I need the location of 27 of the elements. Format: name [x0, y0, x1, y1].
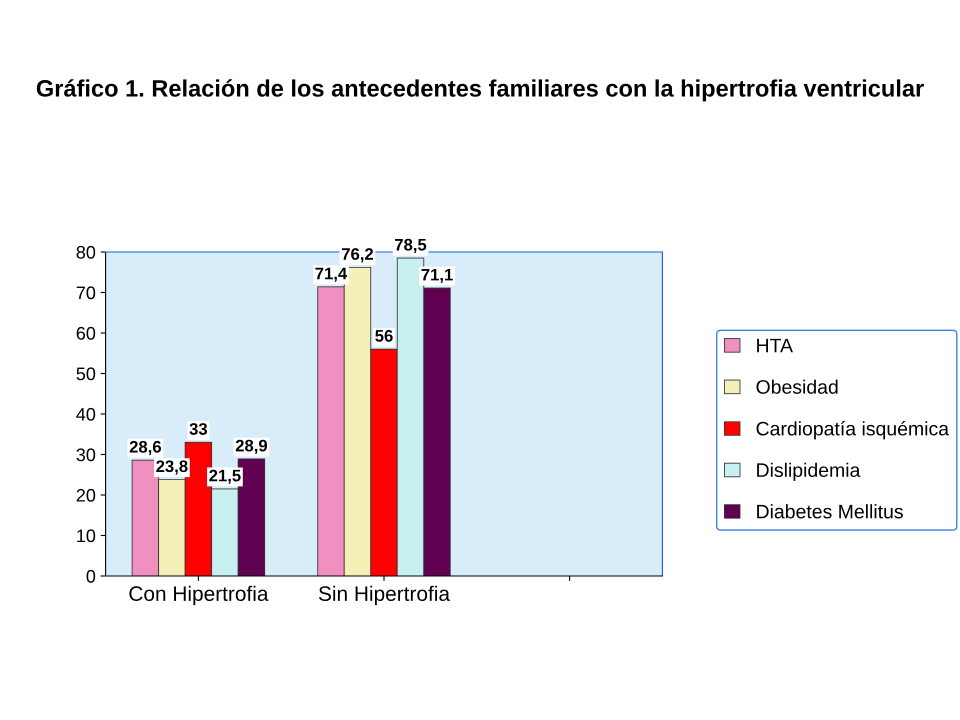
y-tick-label: 60: [76, 326, 96, 340]
y-tick-label: 40: [76, 408, 96, 421]
data-label: 78,5: [395, 238, 426, 254]
x-tick-label: Con Hipertrofia: [129, 586, 268, 606]
chart-title: Gráfico 1. Relación de los antecedentes familiares con la hipertrofia ventricular: [36, 79, 924, 102]
y-tick-label: 10: [77, 529, 96, 542]
legend-label: Cardiopatía isquémica: [756, 421, 950, 440]
data-label: 21,5: [209, 470, 241, 484]
data-label: 28,6: [130, 440, 161, 456]
y-tick-label: 50: [76, 367, 96, 380]
y-tick-label: 20: [76, 488, 96, 502]
data-label: 33: [190, 423, 208, 435]
x-tick-label: Sin Hipertrofia: [318, 586, 450, 606]
y-tick-label: 30: [76, 448, 96, 462]
data-label: 28,9: [236, 440, 268, 454]
y-tick-label: 0: [86, 570, 96, 583]
legend-label: Dislipidemia: [757, 462, 860, 481]
data-label: 76,2: [342, 248, 374, 262]
data-label: 71,1: [422, 268, 453, 283]
data-label: 56: [375, 330, 393, 342]
legend-label: Obesidad: [756, 380, 838, 394]
y-tick-label: 80: [76, 246, 96, 259]
legend-label: HTA: [757, 338, 793, 352]
data-label: 71,4: [315, 268, 348, 282]
y-tick-label: 70: [76, 286, 96, 300]
data-label: 23,8: [156, 460, 188, 475]
legend-label: Diabetes Mellitus: [757, 504, 903, 518]
